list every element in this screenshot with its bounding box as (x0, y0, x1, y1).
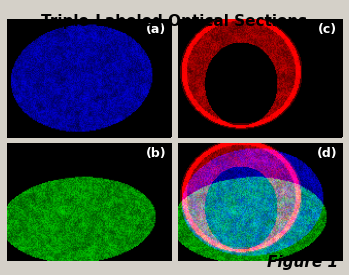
Text: (c): (c) (318, 23, 337, 36)
Text: (b): (b) (146, 147, 166, 160)
Text: Triple-Labeled Optical Sections: Triple-Labeled Optical Sections (42, 14, 307, 29)
Text: (d): (d) (317, 147, 337, 160)
Text: (a): (a) (146, 23, 166, 36)
Text: Figure 1: Figure 1 (267, 254, 339, 270)
